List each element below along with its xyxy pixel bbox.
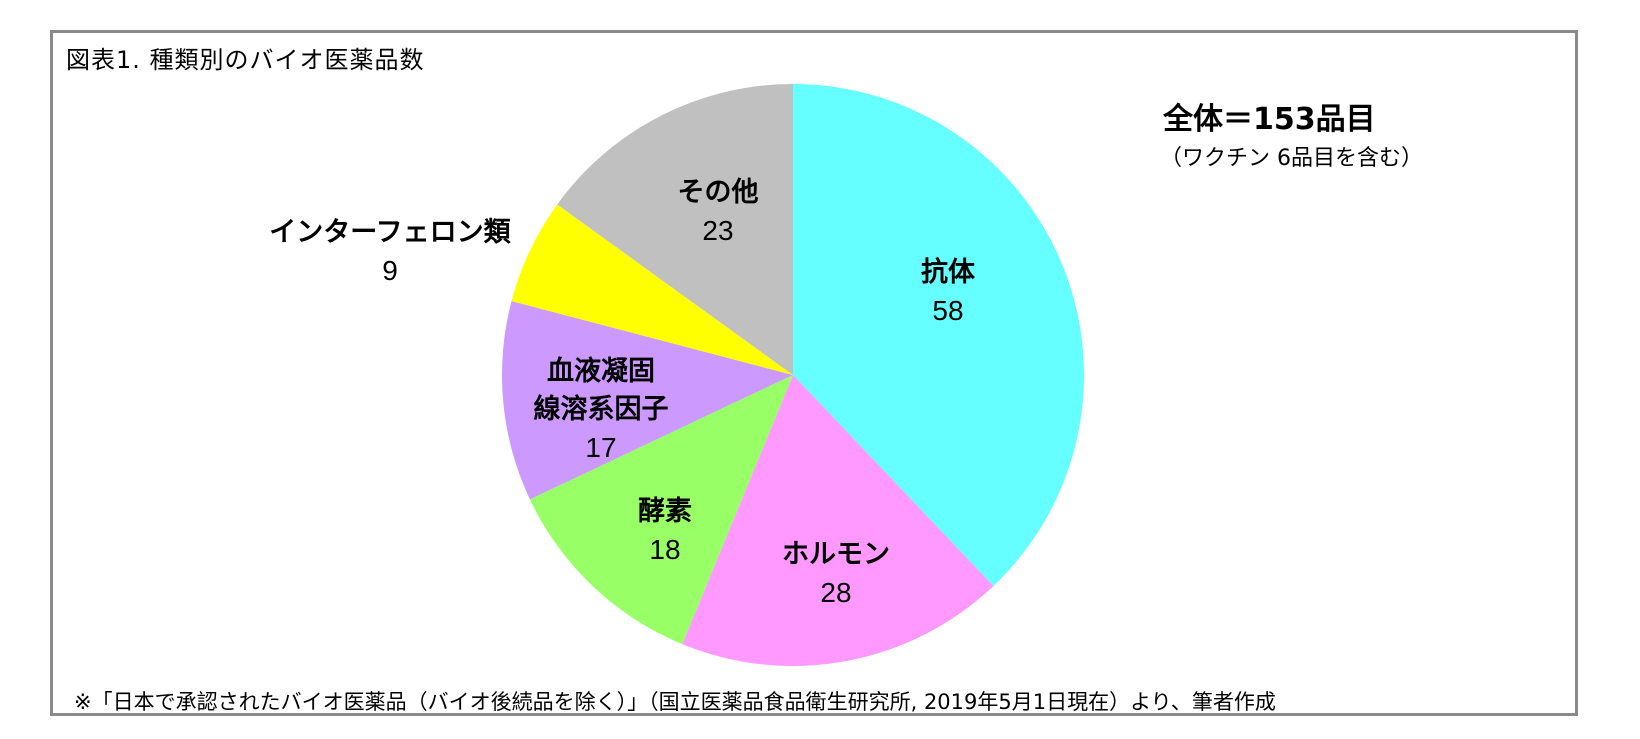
chart-frame bbox=[50, 30, 1578, 716]
pie-slice bbox=[682, 375, 994, 667]
pie-slice bbox=[557, 84, 793, 375]
total-count: 全体＝153品目 bbox=[1163, 102, 1376, 137]
label-hormone: ホルモン 28 bbox=[782, 539, 890, 608]
total-note: （ワクチン 6品目を含む） bbox=[1160, 146, 1423, 171]
pie-slice bbox=[511, 204, 793, 375]
chart-title: 図表1. 種類別のバイオ医薬品数 bbox=[66, 46, 425, 74]
pie-slice bbox=[793, 84, 1084, 586]
label-enzyme: 酵素 18 bbox=[638, 496, 692, 565]
label-interferon: インターフェロン類 9 bbox=[269, 217, 511, 286]
label-other: その他 23 bbox=[677, 177, 759, 246]
label-antibody: 抗体 58 bbox=[921, 257, 975, 326]
pie-slice bbox=[529, 375, 793, 645]
source-footnote: ※「日本で承認されたバイオ医薬品（バイオ後続品を除く）」（国立医薬品食品衛生研究… bbox=[74, 690, 1276, 714]
pie-slice bbox=[502, 301, 793, 500]
label-coagulation-factor: 血液凝固 線溶系因子 17 bbox=[533, 356, 669, 463]
